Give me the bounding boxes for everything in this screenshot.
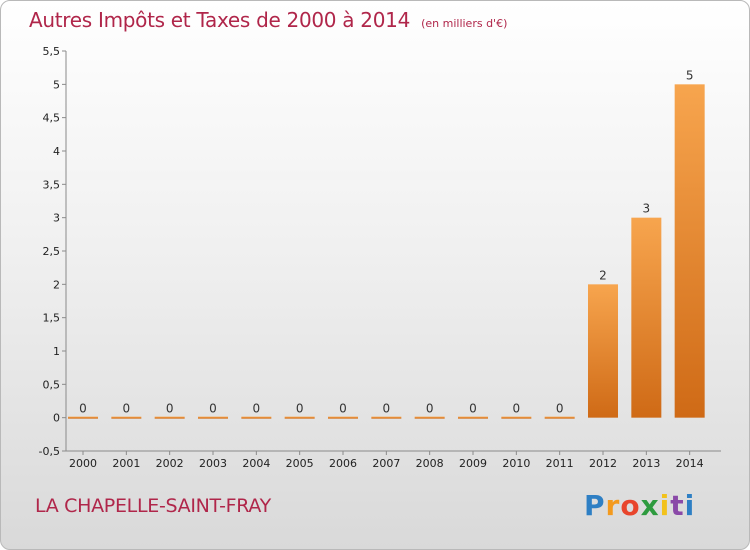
y-tick-label: 2,5 <box>43 245 61 258</box>
x-tick-label: 2002 <box>156 457 184 470</box>
data-label: 0 <box>79 402 87 416</box>
data-label: 0 <box>426 402 434 416</box>
x-tick-label: 2006 <box>329 457 357 470</box>
x-tick-label: 2010 <box>502 457 530 470</box>
data-label: 0 <box>209 402 217 416</box>
commune-name: LA CHAPELLE-SAINT-FRAY <box>35 495 271 517</box>
data-label: 0 <box>123 402 131 416</box>
y-tick-label: 2 <box>53 278 60 291</box>
y-tick-label: 1,5 <box>43 312 61 325</box>
x-tick-label: 2004 <box>242 457 270 470</box>
y-tick-label: 3 <box>53 212 60 225</box>
x-tick-label: 2005 <box>286 457 314 470</box>
bar <box>241 416 272 419</box>
data-label: 0 <box>556 402 564 416</box>
x-tick-label: 2000 <box>69 457 97 470</box>
x-tick-label: 2012 <box>589 457 617 470</box>
x-tick-label: 2003 <box>199 457 227 470</box>
x-tick-label: 2009 <box>459 457 487 470</box>
y-tick-label: 4,5 <box>43 112 61 125</box>
bar <box>458 416 488 419</box>
logo-letter: o <box>620 489 641 522</box>
data-label: 0 <box>383 402 391 416</box>
x-tick-label: 2007 <box>372 457 400 470</box>
data-label: 0 <box>166 402 174 416</box>
y-tick-label: 0 <box>53 412 60 425</box>
data-label: 3 <box>643 202 651 216</box>
bar <box>284 416 315 419</box>
bar <box>371 416 402 419</box>
data-label: 0 <box>253 402 261 416</box>
bar <box>154 416 185 419</box>
data-label: 2 <box>599 268 607 282</box>
bar <box>501 416 532 419</box>
data-label: 0 <box>339 402 347 416</box>
logo-letter: x <box>640 489 660 522</box>
data-label: 0 <box>469 402 477 416</box>
logo-letter: i <box>684 489 696 522</box>
bar <box>674 84 705 418</box>
logo-letter: t <box>670 489 685 522</box>
y-tick-label: -0,5 <box>39 445 60 458</box>
chart-subtitle: (en milliers d'€) <box>421 17 508 30</box>
y-tick-label: 0,5 <box>43 378 61 391</box>
data-label: 0 <box>296 402 304 416</box>
data-label: 5 <box>686 68 694 82</box>
bar <box>588 284 618 418</box>
bar <box>631 217 662 418</box>
y-tick-label: 4 <box>53 145 60 158</box>
x-tick-label: 2001 <box>112 457 140 470</box>
y-tick-label: 5 <box>53 78 60 91</box>
data-label: 0 <box>513 402 521 416</box>
x-tick-label: 2014 <box>676 457 704 470</box>
chart-title: Autres Impôts et Taxes de 2000 à 2014 <box>29 8 410 32</box>
chart-bars <box>68 84 705 419</box>
x-tick-label: 2008 <box>416 457 444 470</box>
x-tick-label: 2013 <box>632 457 660 470</box>
proxiti-logo: Proxiti <box>584 489 695 522</box>
bar <box>111 416 142 419</box>
y-tick-label: 3,5 <box>43 178 61 191</box>
chart-title-group: Autres Impôts et Taxes de 2000 à 2014 (e… <box>29 8 507 32</box>
x-tick-label: 2011 <box>546 457 574 470</box>
y-tick-label: 5,5 <box>43 45 61 58</box>
bar <box>328 416 358 419</box>
y-tick-label: 1 <box>53 345 60 358</box>
logo-letter: i <box>659 489 671 522</box>
bar <box>544 416 575 419</box>
chart-labels: 0 0 0 0 0 0 0 0 0 0 0 0 2 3 5 <box>79 68 693 415</box>
logo-letter: P <box>584 489 606 522</box>
bar <box>68 416 98 419</box>
bar <box>414 416 445 419</box>
bar <box>198 416 228 419</box>
logo-letter: r <box>605 489 621 522</box>
